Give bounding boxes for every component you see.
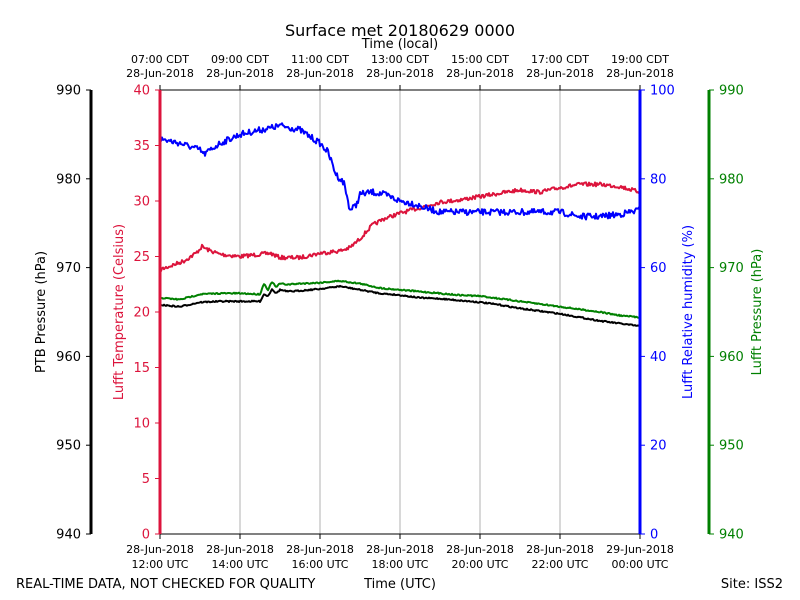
rh-tick-label: 20 [650, 439, 667, 454]
chart-title: Surface met 20180629 0000 [285, 21, 515, 40]
bottom-tick-date: 28-Jun-2018 [206, 543, 274, 556]
temp-tick-label: 5 [142, 472, 150, 487]
lp-tick-label: 990 [719, 84, 744, 99]
humidity-axis: 0 20 40 60 80 100 [638, 84, 675, 543]
lp-tick-label: 970 [719, 261, 744, 276]
ptb-axis-label: PTB Pressure (hPa) [34, 251, 49, 373]
bottom-tick-time: 12:00 UTC [131, 558, 188, 571]
top-axis-title: Time (local) [361, 37, 438, 52]
ptb-tick-label: 970 [56, 261, 81, 276]
top-tick-time: 11:00 CDT [291, 53, 349, 66]
temp-tick-label: 10 [133, 417, 150, 432]
temperature-axis-label: Lufft Temperature (Celsius) [112, 224, 127, 400]
bottom-tick-time: 20:00 UTC [451, 558, 508, 571]
temp-tick-label: 0 [142, 528, 150, 543]
lufft-pressure-axis-label: Lufft Pressure (hPa) [750, 249, 765, 376]
bottom-tick-time: 16:00 UTC [291, 558, 348, 571]
rh-tick-label: 80 [650, 172, 667, 187]
ptb-pressure-axis: 940 950 960 970 980 990 [56, 84, 93, 543]
top-tick-time: 17:00 CDT [531, 53, 589, 66]
bottom-tick-date: 28-Jun-2018 [526, 543, 594, 556]
top-tick-time: 07:00 CDT [131, 53, 189, 66]
site-label: Site: ISS2 [721, 577, 783, 592]
top-tick-date: 28-Jun-2018 [206, 67, 274, 80]
rh-tick-label: 100 [650, 84, 675, 99]
top-tick-time: 15:00 CDT [451, 53, 509, 66]
quality-disclaimer: REAL-TIME DATA, NOT CHECKED FOR QUALITY [16, 577, 315, 592]
grid-lines [239, 90, 561, 534]
top-tick-date: 28-Jun-2018 [366, 67, 434, 80]
rh-tick-label: 40 [650, 350, 667, 365]
temp-tick-label: 40 [133, 84, 150, 99]
lp-tick-label: 940 [719, 528, 744, 543]
bottom-tick-date: 28-Jun-2018 [446, 543, 514, 556]
rh-tick-label: 0 [650, 528, 658, 543]
temp-tick-label: 15 [133, 361, 150, 376]
top-tick-date: 28-Jun-2018 [286, 67, 354, 80]
lp-tick-label: 980 [719, 172, 744, 187]
top-tick-time: 19:00 CDT [611, 53, 669, 66]
top-tick-date: 28-Jun-2018 [126, 67, 194, 80]
temp-tick-label: 35 [133, 139, 150, 154]
bottom-tick-date: 28-Jun-2018 [126, 543, 194, 556]
top-tick-date: 28-Jun-2018 [606, 67, 674, 80]
top-tick-date: 28-Jun-2018 [446, 67, 514, 80]
ptb-tick-label: 980 [56, 172, 81, 187]
bottom-tick-date: 28-Jun-2018 [286, 543, 354, 556]
bottom-tick-time: 22:00 UTC [531, 558, 588, 571]
lufft-pressure-axis: 940 950 960 970 980 990 [707, 84, 744, 543]
lp-tick-label: 950 [719, 439, 744, 454]
series-line-lufft-pressure [159, 279, 641, 319]
temperature-axis: 0 5 10 15 20 25 30 35 40 [133, 84, 162, 543]
series-line-lufft-temperature [159, 181, 641, 273]
temp-tick-label: 30 [133, 195, 150, 210]
rh-tick-label: 60 [650, 261, 667, 276]
bottom-axis-title: Time (UTC) [363, 577, 436, 592]
temp-tick-label: 25 [133, 250, 150, 265]
data-series [159, 122, 641, 328]
top-tick-time: 09:00 CDT [211, 53, 269, 66]
ptb-tick-label: 950 [56, 439, 81, 454]
bottom-tick-time: 00:00 UTC [611, 558, 668, 571]
series-line-ptb-pressure [159, 284, 641, 328]
bottom-tick-labels: 28-Jun-2018 12:00 UTC 28-Jun-2018 14:00 UTC… [126, 534, 674, 571]
lp-tick-label: 960 [719, 350, 744, 365]
temp-tick-label: 20 [133, 306, 150, 321]
series-line-lufft-relative-humidity [159, 122, 641, 221]
bottom-tick-time: 14:00 UTC [211, 558, 268, 571]
top-tick-date: 28-Jun-2018 [526, 67, 594, 80]
top-tick-time: 13:00 CDT [371, 53, 429, 66]
ptb-tick-label: 990 [56, 84, 81, 99]
bottom-tick-date: 29-Jun-2018 [606, 543, 674, 556]
humidity-axis-label: Lufft Relative humidity (%) [681, 225, 696, 399]
bottom-tick-date: 28-Jun-2018 [366, 543, 434, 556]
bottom-tick-time: 18:00 UTC [371, 558, 428, 571]
ptb-tick-label: 960 [56, 350, 81, 365]
ptb-tick-label: 940 [56, 528, 81, 543]
